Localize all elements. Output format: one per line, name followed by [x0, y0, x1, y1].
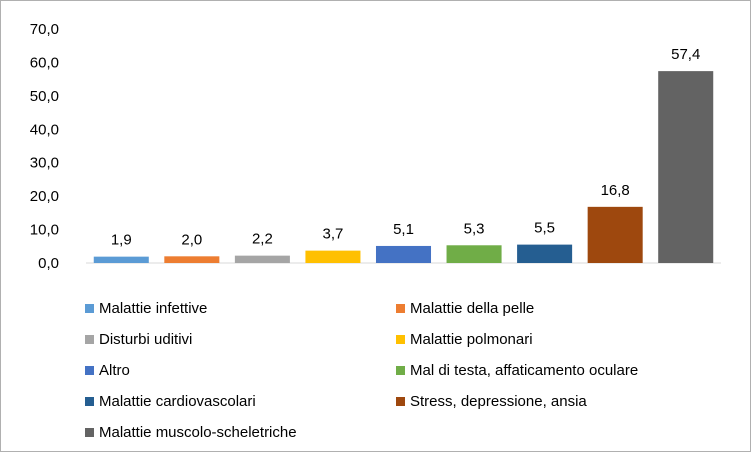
y-tick-label: 20,0: [30, 188, 59, 205]
legend-label: Altro: [99, 362, 130, 379]
y-tick-label: 0,0: [38, 255, 59, 272]
legend-item: Malattie polmonari: [396, 324, 725, 355]
bar: [93, 256, 149, 263]
bar: [305, 250, 361, 263]
legend-item: Malattie della pelle: [396, 293, 725, 324]
legend-swatch: [396, 366, 405, 375]
legend-item: Malattie infettive: [85, 293, 396, 324]
bar: [658, 71, 714, 264]
legend-label: Malattie della pelle: [410, 300, 535, 317]
legend-swatch: [85, 335, 94, 344]
y-tick-label: 40,0: [30, 121, 59, 138]
legend-label: Disturbi uditivi: [99, 331, 193, 348]
data-label: 2,0: [181, 231, 202, 248]
data-label: 57,4: [671, 46, 700, 63]
legend-swatch: [396, 304, 405, 313]
data-label: 3,7: [323, 226, 344, 243]
data-label: 1,9: [111, 232, 132, 249]
legend-swatch: [396, 397, 405, 406]
legend-item: Mal di testa, affaticamento oculare: [396, 355, 725, 386]
legend-swatch: [85, 366, 94, 375]
legend-item: Stress, depressione, ansia: [396, 386, 725, 417]
bar: [446, 245, 502, 263]
legend-swatch: [85, 397, 94, 406]
legend-item: Disturbi uditivi: [85, 324, 396, 355]
bar: [375, 245, 432, 263]
bar: [234, 255, 290, 263]
data-label: 2,2: [252, 231, 273, 248]
legend-label: Malattie cardiovascolari: [99, 393, 256, 410]
bar: [517, 244, 573, 263]
legend-label: Stress, depressione, ansia: [410, 393, 587, 410]
legend-item: Altro: [85, 355, 396, 386]
legend-swatch: [396, 335, 405, 344]
legend-item: Malattie muscolo-scheletriche: [85, 417, 396, 448]
legend-label: Malattie muscolo-scheletriche: [99, 424, 297, 441]
y-tick-label: 30,0: [30, 155, 59, 172]
bar: [164, 256, 220, 263]
legend-swatch: [85, 428, 94, 437]
y-tick-label: 50,0: [30, 88, 59, 105]
legend: Malattie infettive Malattie della pelle Di…: [85, 293, 725, 448]
y-tick-label: 10,0: [30, 222, 59, 239]
data-label: 5,5: [534, 220, 555, 237]
legend-label: Malattie polmonari: [410, 331, 533, 348]
data-label: 16,8: [601, 182, 630, 199]
data-labels: 1,9 2,0 2,2 3,7 5,1 5,3 5,5 16,8 57,4: [111, 46, 700, 249]
bars: [93, 71, 714, 264]
data-label: 5,3: [464, 220, 485, 237]
legend-label: Malattie infettive: [99, 300, 208, 317]
y-tick-label: 60,0: [30, 54, 59, 71]
legend-label: Mal di testa, affaticamento oculare: [410, 362, 639, 379]
legend-item: Malattie cardiovascolari: [85, 386, 396, 417]
y-tick-label: 70,0: [30, 21, 59, 38]
data-label: 5,1: [393, 221, 414, 238]
legend-swatch: [85, 304, 94, 313]
bar: [587, 206, 643, 263]
